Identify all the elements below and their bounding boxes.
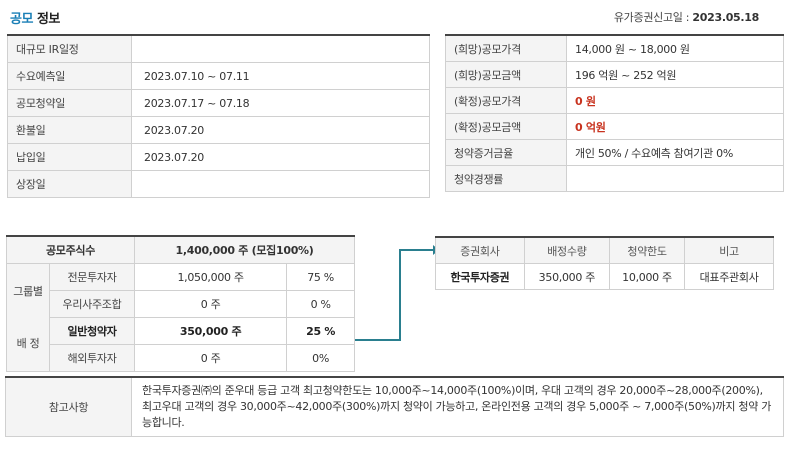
allocation-group-label-line2: 배 정 xyxy=(16,336,40,350)
broker-allocation: 350,000 주 xyxy=(523,263,610,290)
allocation-row: 일반청약자 350,000 주 25 % xyxy=(7,317,355,345)
broker-header: 비고 xyxy=(684,236,774,264)
pricing-value: 개인 50% / 수요예측 참여기관 0% xyxy=(566,139,784,166)
pricing-value: 14,000 원 ~ 18,000 원 xyxy=(566,34,784,62)
page-title-part2: 정보 xyxy=(36,12,60,27)
allocation-shares: 0 주 xyxy=(133,290,288,318)
note-table: 참고사항 한국투자증권㈜의 준우대 등급 고객 최고청약한도는 10,000주~… xyxy=(5,376,784,437)
schedule-row: 납입일 2023.07.20 xyxy=(7,143,430,171)
allocation-row: 그룹별 배 정 전문투자자 1,050,000 주 75 % xyxy=(6,263,355,372)
allocation-pct: 0% xyxy=(286,344,355,372)
allocation-group-label-line1: 그룹별 xyxy=(13,284,43,298)
schedule-row: 환불일 2023.07.20 xyxy=(7,116,430,144)
allocation-total-label: 공모주식수 xyxy=(6,235,135,264)
allocation-table: 공모주식수 1,400,000 주 (모집100%) 그룹별 배 정 전문투자자… xyxy=(6,235,355,372)
schedule-label: 공모청약일 xyxy=(7,89,132,117)
schedule-label: 대규모 IR일정 xyxy=(7,34,132,63)
allocation-group-label: 그룹별 배 정 xyxy=(6,263,50,372)
pricing-row: 청약증거금율 개인 50% / 수요예측 참여기관 0% xyxy=(445,139,784,166)
allocation-total-value: 1,400,000 주 (모집100%) xyxy=(134,235,355,264)
broker-name: 한국투자증권 xyxy=(435,263,525,290)
allocation-investor-type: 일반청약자 xyxy=(49,317,135,345)
schedule-value xyxy=(131,34,430,63)
allocation-investor-type: 전문투자자 xyxy=(49,263,135,291)
pricing-value: 0 억원 xyxy=(566,113,784,140)
schedule-row: 상장일 xyxy=(7,170,430,198)
pricing-table: (희망)공모가격 14,000 원 ~ 18,000 원 (희망)공모금액 19… xyxy=(445,34,784,192)
broker-remark: 대표주관회사 xyxy=(684,263,774,290)
schedule-row: 수요예측일 2023.07.10 ~ 07.11 xyxy=(7,62,430,90)
schedule-value: 2023.07.20 xyxy=(131,143,430,171)
allocation-pct: 25 % xyxy=(286,317,355,345)
schedule-value: 2023.07.17 ~ 07.18 xyxy=(131,89,430,117)
allocation-shares: 0 주 xyxy=(133,344,288,372)
pricing-value: 196 억원 ~ 252 억원 xyxy=(566,61,784,88)
schedule-row: 대규모 IR일정 xyxy=(7,34,430,63)
pricing-row: 청약경쟁률 xyxy=(445,165,784,192)
pricing-label: 청약증거금율 xyxy=(445,139,567,166)
allocation-investor-type: 해외투자자 xyxy=(49,344,135,372)
broker-limit: 10,000 주 xyxy=(608,263,686,290)
broker-header-row: 증권회사 배정수량 청약한도 비고 xyxy=(435,236,774,264)
schedule-value: 2023.07.20 xyxy=(131,116,430,144)
schedule-value xyxy=(131,170,430,198)
pricing-label: (희망)공모가격 xyxy=(445,34,567,62)
pricing-label: (확정)공모금액 xyxy=(445,113,567,140)
note-row: 참고사항 한국투자증권㈜의 준우대 등급 고객 최고청약한도는 10,000주~… xyxy=(5,376,784,437)
pricing-value xyxy=(566,165,784,192)
schedule-label: 수요예측일 xyxy=(7,62,132,90)
registration-date: 유가증권신고일 : 2023.05.18 xyxy=(614,9,759,25)
allocation-shares: 1,050,000 주 xyxy=(133,263,288,291)
pricing-row: (확정)공모금액 0 억원 xyxy=(445,113,784,140)
schedule-row: 공모청약일 2023.07.17 ~ 07.18 xyxy=(7,89,430,117)
schedule-table: 대규모 IR일정 수요예측일 2023.07.10 ~ 07.11 공모청약일 … xyxy=(7,34,430,198)
broker-header: 증권회사 xyxy=(435,236,525,264)
allocation-pct: 0 % xyxy=(286,290,355,318)
note-label: 참고사항 xyxy=(5,376,132,437)
pricing-value: 0 원 xyxy=(566,87,784,114)
schedule-label: 상장일 xyxy=(7,170,132,198)
broker-header: 청약한도 xyxy=(608,236,686,264)
pricing-row: (희망)공모가격 14,000 원 ~ 18,000 원 xyxy=(445,34,784,62)
page-title-part1: 공모 xyxy=(10,12,33,27)
note-text: 한국투자증권㈜의 준우대 등급 고객 최고청약한도는 10,000주~14,00… xyxy=(131,376,784,437)
broker-row: 한국투자증권 350,000 주 10,000 주 대표주관회사 xyxy=(435,263,774,290)
broker-header: 배정수량 xyxy=(523,236,610,264)
schedule-label: 납입일 xyxy=(7,143,132,171)
registration-date-value: 2023.05.18 xyxy=(692,11,759,24)
allocation-total-row: 공모주식수 1,400,000 주 (모집100%) xyxy=(6,235,355,264)
schedule-value: 2023.07.10 ~ 07.11 xyxy=(131,62,430,90)
pricing-label: (희망)공모금액 xyxy=(445,61,567,88)
schedule-label: 환불일 xyxy=(7,116,132,144)
connector-arrow-icon xyxy=(355,245,439,341)
pricing-row: (확정)공모가격 0 원 xyxy=(445,87,784,114)
pricing-label: (확정)공모가격 xyxy=(445,87,567,114)
allocation-row: 우리사주조합 0 주 0 % xyxy=(7,290,355,318)
pricing-label: 청약경쟁률 xyxy=(445,165,567,192)
allocation-row: 해외투자자 0 주 0% xyxy=(7,344,355,372)
allocation-pct: 75 % xyxy=(286,263,355,291)
allocation-shares: 350,000 주 xyxy=(133,317,288,345)
broker-table: 증권회사 배정수량 청약한도 비고 한국투자증권 350,000 주 10,00… xyxy=(435,236,774,290)
page-title: 공모 정보 xyxy=(10,8,60,27)
registration-date-label: 유가증권신고일 : xyxy=(613,11,690,24)
pricing-row: (희망)공모금액 196 억원 ~ 252 억원 xyxy=(445,61,784,88)
allocation-investor-type: 우리사주조합 xyxy=(49,290,135,318)
